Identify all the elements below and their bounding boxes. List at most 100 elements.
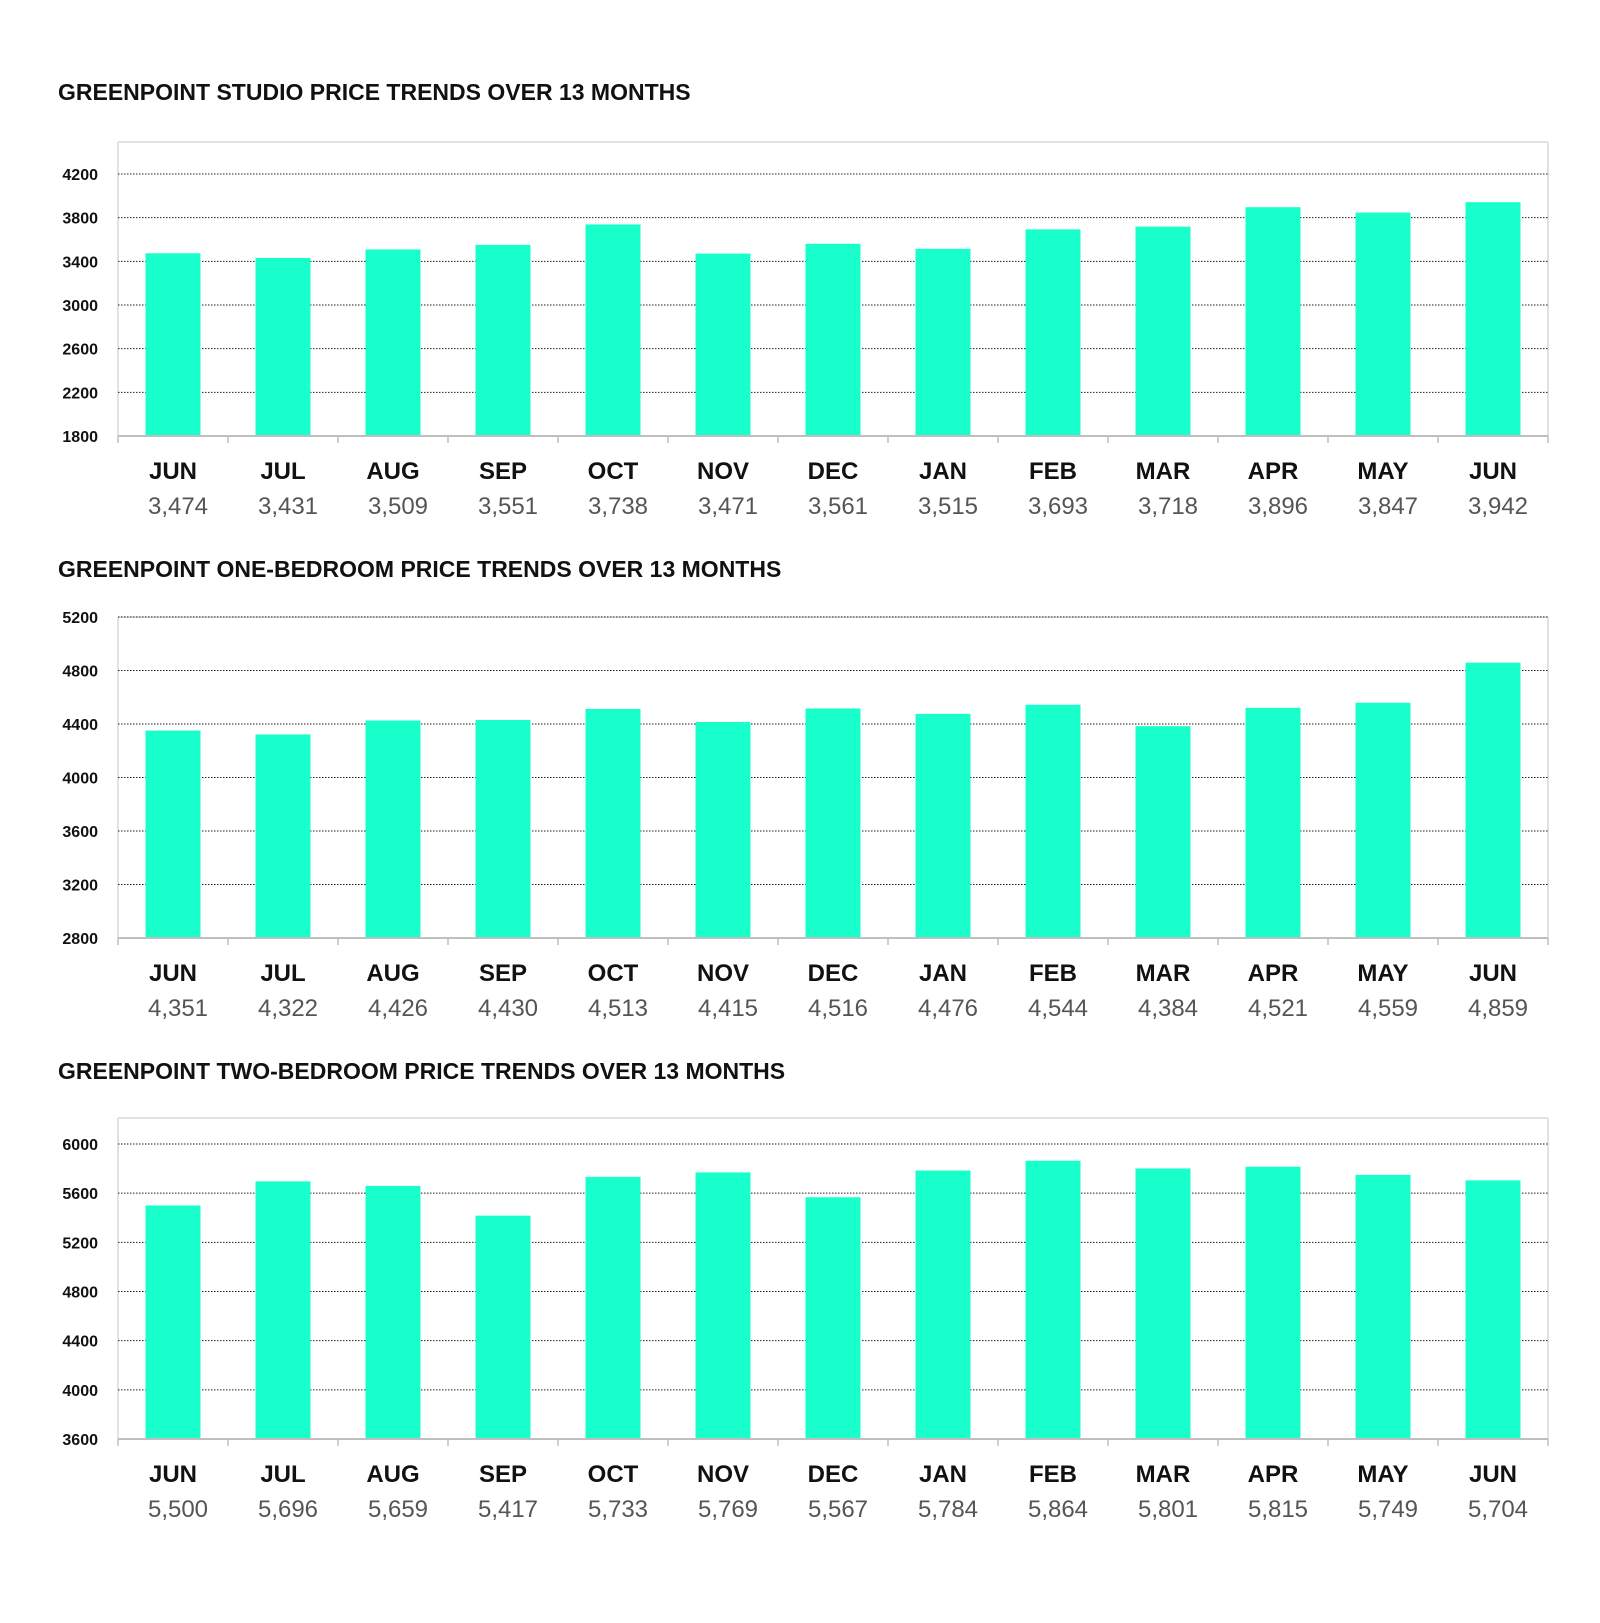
bar bbox=[1245, 207, 1301, 436]
bar bbox=[805, 243, 861, 436]
x-category-label: OCT bbox=[588, 960, 639, 987]
bar bbox=[1135, 226, 1191, 436]
data-value-label: 3,509 bbox=[368, 493, 428, 520]
y-tick-label: 3800 bbox=[62, 211, 98, 228]
data-value-label: 3,561 bbox=[808, 493, 868, 520]
x-category-label: JAN bbox=[919, 960, 967, 987]
x-category-label: MAY bbox=[1357, 458, 1408, 485]
x-category-label: DEC bbox=[808, 960, 859, 987]
data-value-label: 4,476 bbox=[918, 995, 978, 1022]
x-category-label: JUN bbox=[149, 1461, 197, 1488]
x-category-label: SEP bbox=[479, 960, 527, 987]
x-category-label: DEC bbox=[808, 1461, 859, 1488]
x-category-label: FEB bbox=[1029, 1461, 1077, 1488]
data-value-label: 4,351 bbox=[148, 995, 208, 1022]
x-category-label: FEB bbox=[1029, 960, 1077, 987]
data-value-label: 4,544 bbox=[1028, 995, 1088, 1022]
data-value-label: 5,815 bbox=[1248, 1496, 1308, 1523]
bar bbox=[475, 1215, 531, 1439]
bar bbox=[1355, 702, 1411, 938]
data-value-label: 5,696 bbox=[258, 1496, 318, 1523]
data-value-label: 3,551 bbox=[478, 493, 538, 520]
bar bbox=[145, 253, 201, 436]
data-value-label: 4,322 bbox=[258, 995, 318, 1022]
x-category-label: MAR bbox=[1136, 1461, 1191, 1488]
y-tick-label: 2800 bbox=[62, 931, 98, 948]
chart-title: GREENPOINT STUDIO PRICE TRENDS OVER 13 M… bbox=[58, 79, 691, 105]
y-tick-label: 3400 bbox=[62, 254, 98, 271]
y-tick-label: 3600 bbox=[62, 824, 98, 841]
data-value-label: 5,864 bbox=[1028, 1496, 1088, 1523]
data-value-label: 4,559 bbox=[1358, 995, 1418, 1022]
y-tick-label: 4800 bbox=[62, 1285, 98, 1302]
bar bbox=[365, 249, 421, 436]
bar bbox=[1025, 704, 1081, 938]
data-value-label: 5,784 bbox=[918, 1496, 978, 1523]
data-value-label: 5,801 bbox=[1138, 1496, 1198, 1523]
bar bbox=[475, 719, 531, 938]
bar bbox=[365, 1185, 421, 1439]
x-category-label: JUN bbox=[1469, 960, 1517, 987]
data-value-label: 5,749 bbox=[1358, 1496, 1418, 1523]
y-tick-label: 3000 bbox=[62, 298, 98, 315]
x-category-label: OCT bbox=[588, 1461, 639, 1488]
data-value-label: 3,718 bbox=[1138, 493, 1198, 520]
bar bbox=[585, 224, 641, 436]
x-category-label: FEB bbox=[1029, 458, 1077, 485]
data-value-label: 5,659 bbox=[368, 1496, 428, 1523]
x-category-label: AUG bbox=[366, 960, 419, 987]
bar bbox=[1465, 202, 1521, 436]
y-tick-label: 3200 bbox=[62, 878, 98, 895]
x-category-label: JUN bbox=[149, 960, 197, 987]
y-tick-label: 5200 bbox=[62, 1235, 98, 1252]
x-category-label: SEP bbox=[479, 458, 527, 485]
data-value-label: 4,384 bbox=[1138, 995, 1198, 1022]
y-tick-label: 5200 bbox=[62, 610, 98, 627]
bar bbox=[255, 1181, 311, 1439]
x-category-label: JUL bbox=[260, 1461, 305, 1488]
data-value-label: 5,733 bbox=[588, 1496, 648, 1523]
x-category-label: JUN bbox=[1469, 1461, 1517, 1488]
data-value-label: 4,426 bbox=[368, 995, 428, 1022]
bar bbox=[1245, 707, 1301, 938]
data-value-label: 4,516 bbox=[808, 995, 868, 1022]
x-category-label: JUL bbox=[260, 458, 305, 485]
data-value-label: 4,513 bbox=[588, 995, 648, 1022]
data-value-label: 3,738 bbox=[588, 493, 648, 520]
x-category-label: MAY bbox=[1357, 1461, 1408, 1488]
x-category-label: JAN bbox=[919, 458, 967, 485]
bar bbox=[805, 1197, 861, 1439]
y-tick-label: 4200 bbox=[62, 167, 98, 184]
y-tick-label: 3600 bbox=[62, 1432, 98, 1449]
chart-title: GREENPOINT TWO-BEDROOM PRICE TRENDS OVER… bbox=[58, 1058, 785, 1084]
bar bbox=[145, 1205, 201, 1439]
bar bbox=[695, 253, 751, 436]
data-value-label: 3,942 bbox=[1468, 493, 1528, 520]
bar bbox=[1355, 212, 1411, 436]
x-category-label: DEC bbox=[808, 458, 859, 485]
bar bbox=[145, 730, 201, 938]
bar bbox=[915, 248, 971, 436]
x-category-label: APR bbox=[1248, 458, 1299, 485]
bar bbox=[1465, 662, 1521, 938]
data-value-label: 4,521 bbox=[1248, 995, 1308, 1022]
x-category-label: APR bbox=[1248, 1461, 1299, 1488]
y-tick-label: 5600 bbox=[62, 1186, 98, 1203]
data-value-label: 5,417 bbox=[478, 1496, 538, 1523]
data-value-label: 3,471 bbox=[698, 493, 758, 520]
data-value-label: 3,847 bbox=[1358, 493, 1418, 520]
y-tick-label: 4000 bbox=[62, 1383, 98, 1400]
data-value-label: 3,896 bbox=[1248, 493, 1308, 520]
y-tick-label: 2200 bbox=[62, 385, 98, 402]
y-tick-label: 4000 bbox=[62, 771, 98, 788]
data-value-label: 5,769 bbox=[698, 1496, 758, 1523]
x-category-label: NOV bbox=[697, 458, 749, 485]
data-value-label: 4,859 bbox=[1468, 995, 1528, 1022]
bar bbox=[475, 244, 531, 436]
data-value-label: 4,415 bbox=[698, 995, 758, 1022]
bar bbox=[805, 708, 861, 938]
x-category-label: JUN bbox=[1469, 458, 1517, 485]
data-value-label: 5,500 bbox=[148, 1496, 208, 1523]
data-value-label: 5,567 bbox=[808, 1496, 868, 1523]
